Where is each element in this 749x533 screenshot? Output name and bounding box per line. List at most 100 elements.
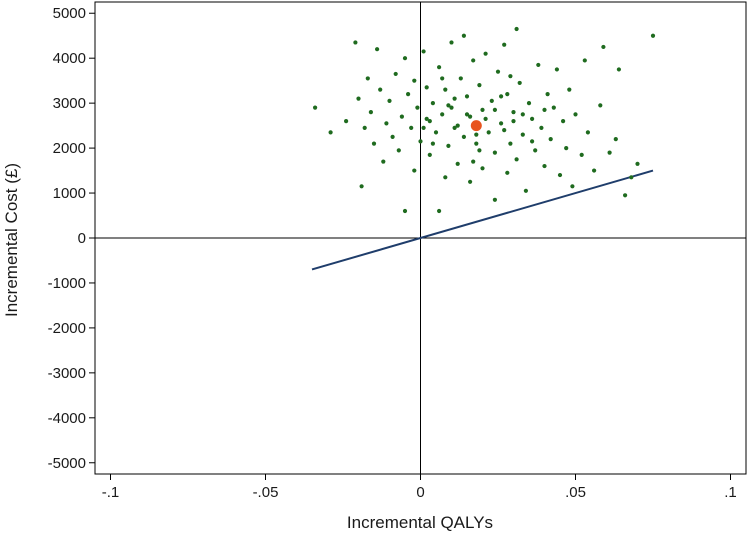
simulation-point: [471, 58, 476, 63]
simulation-point: [402, 208, 408, 214]
simulation-point: [387, 98, 392, 103]
simulation-point: [443, 175, 448, 180]
simulation-point: [601, 44, 606, 50]
simulation-point: [452, 96, 457, 101]
simulation-point: [557, 172, 563, 178]
simulation-point: [464, 94, 470, 99]
simulation-point: [433, 130, 439, 135]
simulation-point: [551, 105, 556, 110]
simulation-point: [328, 130, 333, 135]
simulation-point: [650, 33, 656, 38]
x-tick-label: .05: [565, 484, 586, 501]
simulation-point: [440, 76, 445, 81]
simulation-point: [424, 116, 429, 121]
simulation-point: [427, 119, 432, 124]
y-tick-label: 3000: [53, 95, 86, 112]
y-tick-label: 4000: [53, 50, 86, 67]
simulation-point: [437, 65, 442, 70]
y-tick-label: 0: [78, 230, 86, 247]
simulation-point: [468, 114, 473, 119]
simulation-point: [461, 134, 466, 139]
simulation-point: [313, 105, 318, 110]
simulation-point: [471, 159, 476, 164]
simulation-points: [313, 26, 656, 214]
simulation-point: [582, 58, 587, 63]
simulation-point: [495, 69, 501, 74]
simulation-point: [508, 141, 513, 146]
x-tick-label: -.1: [102, 484, 120, 501]
simulation-point: [474, 141, 479, 146]
simulation-point: [474, 132, 479, 137]
simulation-point: [440, 112, 445, 117]
threshold-line: [311, 169, 654, 271]
simulation-point: [396, 148, 401, 153]
simulation-point: [437, 208, 442, 214]
simulation-point: [607, 150, 612, 155]
y-tick-label: -3000: [48, 365, 86, 382]
mean-point-group: [470, 120, 482, 132]
simulation-point: [455, 161, 460, 166]
x-tick-label: .1: [724, 484, 737, 501]
simulation-point: [635, 161, 640, 166]
simulation-point: [598, 103, 603, 108]
simulation-point: [499, 121, 504, 126]
simulation-point: [561, 119, 566, 124]
simulation-point: [523, 188, 529, 193]
simulation-point: [446, 143, 451, 148]
simulation-point: [623, 193, 628, 198]
simulation-point: [514, 157, 519, 162]
y-axis: 5000 4000 3000 2000 1000 0 -1000 -2000 -3000 -400…: [48, 5, 95, 472]
simulation-point: [492, 107, 497, 112]
simulation-point: [573, 112, 578, 117]
simulation-point: [375, 47, 380, 52]
simulation-point: [381, 159, 386, 164]
simulation-point: [452, 125, 457, 130]
simulation-point: [402, 56, 408, 61]
simulation-point: [585, 130, 591, 135]
simulation-point: [564, 145, 569, 151]
simulation-point: [483, 51, 488, 56]
simulation-point: [409, 125, 414, 130]
mean-point: [470, 120, 482, 132]
simulation-point: [613, 137, 618, 142]
y-tick-label: -1000: [48, 275, 86, 292]
simulation-point: [371, 141, 377, 146]
simulation-point: [545, 92, 550, 97]
simulation-point: [356, 96, 361, 101]
simulation-point: [477, 148, 482, 153]
simulation-point: [499, 94, 504, 99]
simulation-point: [505, 92, 510, 97]
y-tick-label: 5000: [53, 5, 86, 22]
simulation-point: [579, 152, 584, 157]
simulation-point: [530, 116, 535, 121]
simulation-point: [421, 49, 426, 54]
simulation-point: [486, 130, 491, 135]
simulation-point: [384, 121, 389, 126]
simulation-point: [461, 33, 466, 38]
simulation-point: [418, 139, 423, 144]
simulation-point: [483, 116, 488, 121]
simulation-point: [492, 197, 497, 202]
x-tick-label: 0: [416, 484, 424, 501]
simulation-point: [492, 150, 497, 155]
x-axis: -.1 -.05 0 .05 .1: [102, 474, 737, 501]
y-tick-label: 1000: [53, 185, 86, 202]
simulation-point: [412, 78, 417, 83]
simulation-point: [592, 168, 597, 173]
simulation-point: [449, 105, 454, 110]
simulation-point: [443, 87, 448, 92]
simulation-point: [502, 42, 507, 47]
simulation-point: [517, 80, 522, 86]
simulation-point: [449, 40, 454, 45]
simulation-point: [412, 168, 417, 173]
simulation-point: [526, 101, 532, 106]
simulation-point: [458, 76, 463, 81]
simulation-point: [489, 98, 494, 103]
simulation-point: [344, 119, 349, 124]
simulation-point: [511, 110, 516, 115]
simulation-point: [520, 112, 525, 117]
y-tick-label: -4000: [48, 410, 86, 427]
simulation-point: [406, 92, 411, 97]
simulation-point: [616, 67, 622, 72]
